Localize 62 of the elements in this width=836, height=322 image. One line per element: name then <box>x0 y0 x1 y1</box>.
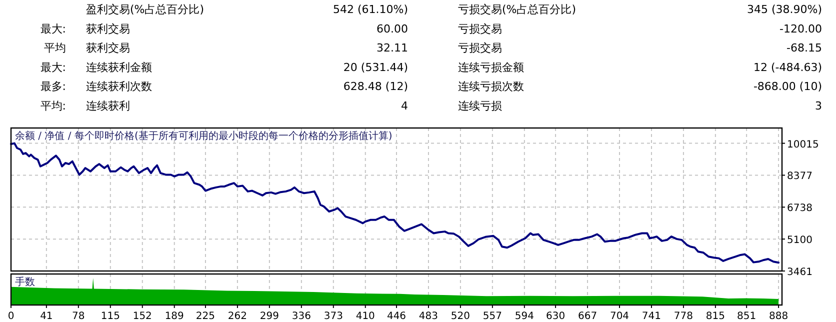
text: 平均: <box>40 100 66 112</box>
text: 60.00 <box>376 22 408 36</box>
x-tick-label: 189 <box>164 311 184 322</box>
x-tick-label: 336 <box>292 311 311 322</box>
x-tick-label: 115 <box>100 311 120 322</box>
text: 最多: <box>40 80 66 94</box>
text: 20 (531.44) <box>343 60 408 74</box>
text: 345 (38.90%) <box>746 3 822 16</box>
x-tick-label: 815 <box>706 311 725 322</box>
text: 平均 <box>44 42 66 55</box>
text: 4 <box>401 100 408 112</box>
y-tick-label: 8377 <box>787 171 812 182</box>
text: -68.15 <box>786 42 822 55</box>
x-tick-label: 262 <box>228 311 248 322</box>
y-tick-label: 10015 <box>787 139 819 150</box>
y-tick-label: 5100 <box>787 235 812 246</box>
text: 亏损交易 <box>458 42 502 55</box>
text: 获利交易 <box>86 22 130 36</box>
x-tick-label: 446 <box>386 311 406 322</box>
x-tick-label: 152 <box>132 311 152 322</box>
y-tick-label: 3461 <box>787 267 812 278</box>
text: 连续获利金额 <box>86 60 152 74</box>
x-tick-label: 483 <box>418 311 438 322</box>
line-series <box>10 142 780 264</box>
text: 亏损交易(%占总百分比) <box>458 3 576 16</box>
x-tick-label: 704 <box>610 311 630 322</box>
text: 12 (-484.63) <box>753 60 822 74</box>
x-tick-label: 594 <box>514 311 534 322</box>
text: -120.00 <box>780 22 822 36</box>
x-tick-label: 299 <box>260 311 279 322</box>
text: 连续获利次数 <box>86 80 152 94</box>
text: 最大: <box>40 22 66 36</box>
chart-title: 手数 <box>15 276 35 288</box>
x-tick-label: 851 <box>737 311 756 322</box>
text: 连续亏损金额 <box>458 60 524 74</box>
text: 连续亏损次数 <box>458 80 524 94</box>
x-tick-label: 225 <box>196 311 216 322</box>
chart-title: 余额 / 净值 / 每个即时价格(基于所有可利用的最小时段的每一个价格的分形插值计算) <box>15 130 392 142</box>
x-tick-label: 888 <box>768 311 788 322</box>
text: 3 <box>815 100 822 112</box>
text: 连续获利 <box>86 100 130 112</box>
text: 连续亏损 <box>458 100 502 112</box>
text: 亏损交易 <box>458 22 502 36</box>
x-tick-label: 667 <box>578 311 598 322</box>
text: 628.48 (12) <box>343 80 408 94</box>
text: 542 (61.10%) <box>332 3 408 16</box>
x-tick-label: 557 <box>482 311 502 322</box>
x-tick-label: 0 <box>8 311 14 322</box>
text: 最大: <box>40 60 66 74</box>
x-tick-label: 520 <box>450 311 470 322</box>
x-tick-label: 410 <box>356 311 375 322</box>
x-tick-label: 741 <box>642 311 662 322</box>
text: 获利交易 <box>86 42 130 55</box>
x-tick-label: 778 <box>674 311 694 322</box>
x-tick-label: 373 <box>324 311 343 322</box>
x-tick-label: 630 <box>546 311 566 322</box>
text: 盈利交易(%占总百分比) <box>86 3 204 16</box>
text: -868.00 (10) <box>753 80 822 94</box>
x-tick-label: 41 <box>40 311 53 322</box>
y-tick-label: 6738 <box>787 203 812 214</box>
x-tick-label: 78 <box>72 311 85 322</box>
text: 32.11 <box>376 42 408 55</box>
